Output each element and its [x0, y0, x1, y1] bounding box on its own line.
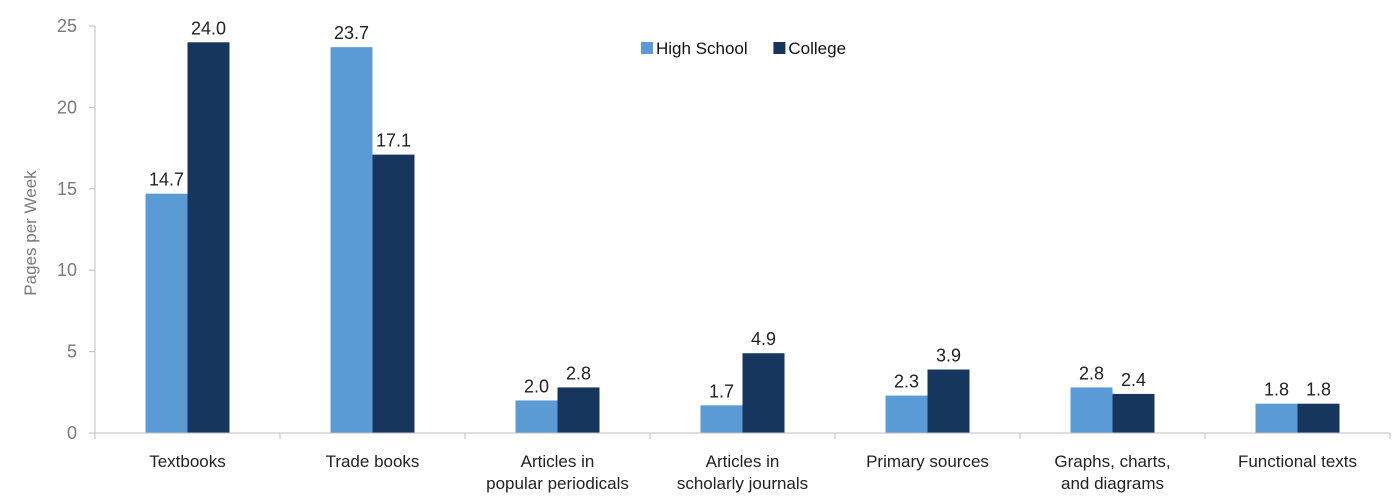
legend: High School College — [641, 39, 846, 58]
x-tick-label: Articles in popular periodicals — [486, 452, 629, 493]
x-axis-labels: Textbooks Trade books Articles in popular p… — [94, 433, 1391, 493]
bar-high-school — [1070, 387, 1113, 433]
legend-swatch — [641, 42, 653, 54]
y-axis-ticks: 0 5 10 15 20 25 — [57, 16, 96, 443]
data-label: 23.7 — [334, 23, 369, 43]
bar-college — [187, 42, 230, 433]
y-axis-label: Pages per Week — [21, 170, 40, 296]
bar-college — [1112, 393, 1155, 433]
y-tick-label: 10 — [57, 260, 77, 280]
bar-high-school — [1255, 403, 1298, 433]
x-tick-label: Primary sources — [866, 452, 989, 471]
y-tick-label: 0 — [67, 423, 77, 443]
bar-college — [927, 369, 970, 433]
x-tick-label: Articles in scholarly journals — [677, 452, 808, 493]
y-tick-label: 25 — [57, 16, 77, 36]
bar-college — [1297, 403, 1340, 433]
data-label: 2.8 — [566, 363, 591, 383]
data-label: 2.8 — [1079, 363, 1104, 383]
data-label: 1.7 — [709, 381, 734, 401]
bar-high-school — [885, 395, 928, 433]
data-label: 2.4 — [1121, 370, 1146, 390]
bar-high-school — [700, 405, 743, 433]
y-tick-label: 5 — [67, 342, 77, 362]
x-tick-label: Textbooks — [149, 452, 226, 471]
legend-swatch — [773, 42, 786, 54]
data-label: 2.0 — [524, 376, 549, 396]
legend-label: High School — [656, 39, 748, 58]
legend-label: College — [788, 39, 846, 58]
x-tick-label: Graphs, charts, and diagrams — [1054, 452, 1170, 493]
data-label: 14.7 — [149, 170, 184, 190]
data-label: 1.8 — [1264, 380, 1289, 400]
bar-high-school — [145, 193, 188, 433]
bars — [145, 42, 1340, 433]
data-label: 17.1 — [376, 131, 411, 151]
x-tick-label: Functional texts — [1238, 452, 1357, 471]
bar-high-school — [330, 47, 373, 433]
x-tick-label: Trade books — [326, 452, 420, 471]
bar-college — [742, 353, 785, 433]
data-label: 3.9 — [936, 346, 961, 366]
data-label: 24.0 — [191, 18, 226, 38]
bar-high-school — [515, 400, 558, 433]
bar-college — [557, 387, 600, 433]
y-tick-label: 20 — [57, 97, 77, 117]
data-label: 2.3 — [894, 372, 919, 392]
data-label: 4.9 — [751, 329, 776, 349]
data-label: 1.8 — [1306, 380, 1331, 400]
data-labels: 14.7 24.0 23.7 17.1 2.0 2.8 1.7 4.9 2.3 3.9 2.8 2.4… — [149, 18, 1331, 401]
y-tick-label: 15 — [57, 179, 77, 199]
bar-college — [372, 154, 415, 433]
